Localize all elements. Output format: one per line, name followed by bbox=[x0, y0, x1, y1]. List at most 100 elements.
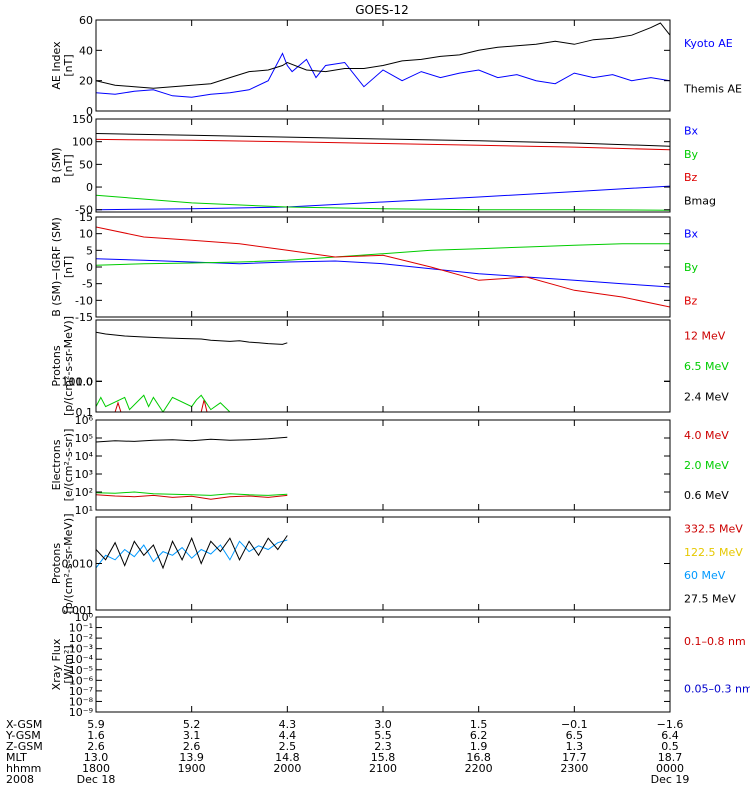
series-line-bz bbox=[96, 226, 670, 308]
panel-ae-index: 0 20 40 60 AE Index [nT] Kyoto AE Themis AE bbox=[50, 14, 742, 118]
series-line-0-6-mev bbox=[96, 436, 288, 443]
y-tick-label: 10⁻³ bbox=[69, 643, 93, 656]
ephemeris-value: 3.0 bbox=[374, 718, 392, 731]
ephemeris-value: 2.6 bbox=[87, 740, 105, 753]
y-axis-label-line: AE Index bbox=[50, 41, 63, 90]
y-tick-label: 40 bbox=[79, 44, 93, 57]
y-tick-label: 50 bbox=[79, 158, 93, 171]
series-line-2-4-mev bbox=[96, 331, 288, 345]
y-tick-label: 100 bbox=[72, 136, 93, 149]
series-line-4-0-mev bbox=[96, 494, 288, 500]
y-tick-label: 60 bbox=[79, 14, 93, 27]
ephemeris-value: 5.2 bbox=[183, 718, 201, 731]
y-tick-label: 10⁶ bbox=[75, 414, 94, 427]
series-line-bz bbox=[96, 138, 670, 151]
y-tick-label: 150 bbox=[72, 113, 93, 126]
panel-b-sm: -50 0 50 100 150 B (SM) [nT] Bx By Bz Bmag bbox=[50, 113, 716, 217]
ephemeris-value: 2000 bbox=[273, 762, 301, 775]
y-tick-label: 1.0 bbox=[76, 375, 94, 388]
ephemeris-value: 6.5 bbox=[566, 729, 584, 742]
series-line-27-5-mev bbox=[96, 535, 288, 570]
y-axis-label-line: Electrons bbox=[50, 439, 63, 490]
series-group bbox=[96, 535, 288, 570]
panel-frame bbox=[95, 616, 671, 713]
legend-entry: 4.0 MeV bbox=[684, 429, 729, 442]
y-tick-label: -15 bbox=[75, 311, 93, 324]
y-axis-label-line: [nT] bbox=[62, 154, 75, 176]
y-axis-label-line: Protons bbox=[50, 345, 63, 386]
legend-entry: 0.1–0.8 nm bbox=[684, 635, 746, 648]
ephemeris-value: 6.4 bbox=[661, 729, 679, 742]
series-group bbox=[96, 226, 670, 308]
y-axis-label-line: [W/m²] bbox=[62, 645, 75, 683]
ephemeris-value: 3.1 bbox=[183, 729, 201, 742]
y-tick-label: 0 bbox=[86, 105, 93, 118]
y-axis-label-line: [e/(cm²-s-sr)] bbox=[62, 429, 75, 502]
panel-frame bbox=[95, 118, 671, 213]
ephemeris-row-label: 2008 bbox=[6, 773, 34, 786]
y-tick-label: -5 bbox=[82, 278, 93, 291]
ephemeris-value: 2300 bbox=[560, 762, 588, 775]
y-tick-label: 5 bbox=[86, 244, 93, 257]
series-line-2-0-mev bbox=[96, 491, 288, 496]
ephemeris-value: 1.6 bbox=[87, 729, 105, 742]
ephemeris-value: 16.8 bbox=[466, 751, 491, 764]
y-axis-label-line: Protons bbox=[50, 543, 63, 584]
ephemeris-value: Dec 18 bbox=[77, 773, 116, 786]
legend-entry: By bbox=[684, 148, 699, 161]
y-axis-label: B (SM) [nT] bbox=[50, 147, 75, 183]
ephemeris-value: 1.5 bbox=[470, 718, 488, 731]
ephemeris-row-label: hhmm bbox=[6, 762, 41, 775]
legend-entry: 332.5 MeV bbox=[684, 523, 743, 536]
series-line-by bbox=[96, 243, 670, 266]
ephemeris-value: 2200 bbox=[465, 762, 493, 775]
series-group bbox=[96, 331, 288, 412]
legend-entry: 2.4 MeV bbox=[684, 391, 729, 404]
ephemeris-value: 1.9 bbox=[470, 740, 488, 753]
y-tick-label: 10⁻⁶ bbox=[69, 674, 94, 687]
legend-entry: Bmag bbox=[684, 194, 716, 207]
ephemeris-row-label: Z-GSM bbox=[6, 740, 43, 753]
y-axis-label: Protons [p/(cm²-s-sr-MeV)] bbox=[50, 514, 75, 614]
legend-entry: 6.5 MeV bbox=[684, 360, 729, 373]
y-tick-label: 10⁻⁷ bbox=[69, 685, 93, 698]
y-tick-label: -10 bbox=[75, 294, 93, 307]
legend-entry: 0.05–0.3 nm bbox=[684, 682, 750, 695]
y-axis-label: AE Index [nT] bbox=[50, 41, 75, 90]
panel-frame bbox=[95, 216, 671, 318]
plot-title: GOES-12 bbox=[355, 3, 409, 17]
y-tick-label: 10⁻¹ bbox=[69, 622, 93, 635]
y-tick-label: 0 bbox=[86, 181, 93, 194]
ephemeris-value: −1.6 bbox=[657, 718, 684, 731]
ephemeris-value: 14.8 bbox=[275, 751, 300, 764]
ephemeris-value: 17.7 bbox=[562, 751, 587, 764]
y-axis-label-line: B (SM)−IGRF (SM) bbox=[50, 217, 63, 317]
ephemeris-value: −0.1 bbox=[561, 718, 588, 731]
y-axis-label-line: [p/(cm²-s-sr-MeV)] bbox=[62, 316, 75, 416]
ephemeris-value: 2100 bbox=[369, 762, 397, 775]
series-group bbox=[96, 22, 670, 98]
y-tick-label: 10⁵ bbox=[75, 432, 93, 445]
y-axis-label-line: B (SM) bbox=[50, 147, 63, 183]
ephemeris-value: 2.3 bbox=[374, 740, 392, 753]
y-tick-label: 20 bbox=[79, 75, 93, 88]
y-axis-label-line: [p/(cm²-s-sr-MeV)] bbox=[62, 514, 75, 614]
y-axis-label-line: [nT] bbox=[62, 256, 75, 278]
ephemeris-value: 4.4 bbox=[279, 729, 297, 742]
y-tick-label: 0.001 bbox=[62, 604, 94, 617]
legend-entry: 2.0 MeV bbox=[684, 459, 729, 472]
y-tick-label: 10⁻² bbox=[69, 632, 93, 645]
series-group bbox=[96, 133, 670, 211]
ephemeris-value: 2.5 bbox=[279, 740, 297, 753]
series-line-12-mev bbox=[114, 399, 208, 412]
series-line-6-5-mev bbox=[96, 394, 231, 412]
y-axis-label: Xray Flux [W/m²] bbox=[50, 638, 75, 690]
legend-entry: Bz bbox=[684, 171, 698, 184]
panel-frame bbox=[95, 319, 671, 413]
ephemeris-value: 15.8 bbox=[371, 751, 396, 764]
panel-b-minus-igrf: -15 -10 -5 0 5 10 15 B (SM)−IGRF (SM) [nT] Bx By Bz bbox=[50, 211, 699, 324]
